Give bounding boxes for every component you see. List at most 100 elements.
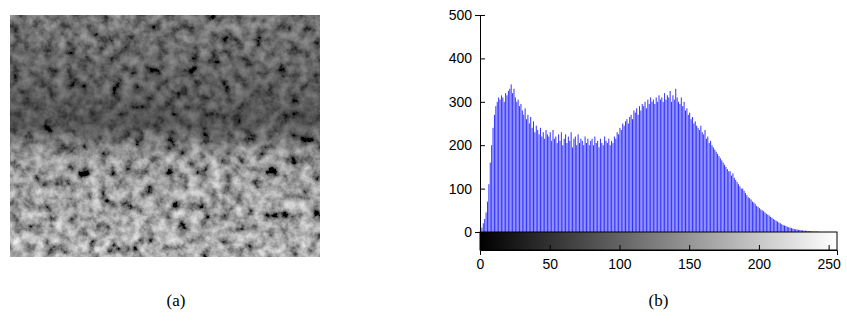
y-tick: 400 [449, 50, 485, 66]
histogram-bar [541, 137, 543, 232]
histogram-bar [570, 132, 572, 232]
histogram-bar [665, 100, 667, 232]
histogram-bar [754, 204, 756, 232]
y-tick: 100 [449, 181, 485, 197]
histogram-bar [673, 100, 675, 232]
histogram-bar [611, 141, 613, 232]
y-tick-label: 300 [449, 94, 473, 110]
histogram-bar [560, 132, 562, 232]
histogram-bar [523, 115, 525, 232]
histogram-bar [521, 110, 523, 232]
histogram-bar [581, 141, 583, 232]
histogram-bar [484, 219, 486, 232]
histogram-bar [693, 124, 695, 233]
histogram-bar [786, 227, 788, 232]
histogram-bar [696, 126, 698, 232]
histogram-bar [640, 110, 642, 232]
histogram-bar [650, 97, 652, 232]
histogram-bar [551, 141, 553, 232]
histogram-bar [606, 143, 608, 232]
x-tick-label: 150 [678, 256, 702, 272]
histogram-bar [652, 100, 654, 232]
x-tick: 200 [748, 245, 772, 272]
histogram-bar [767, 215, 769, 232]
histogram-bar [777, 222, 779, 232]
histogram-bar [757, 207, 759, 232]
x-tick-label: 50 [542, 256, 558, 272]
histogram-bar [613, 137, 615, 232]
histogram-bar [719, 158, 721, 232]
histogram-bar [705, 139, 707, 232]
histogram-bar [784, 225, 786, 232]
histogram-bar [496, 102, 498, 232]
histogram-bar [535, 126, 537, 232]
photo-panel [10, 15, 320, 257]
histogram-bar [590, 141, 592, 232]
histogram-bar [747, 197, 749, 232]
histogram-bar [789, 228, 791, 232]
histogram-bar [717, 154, 719, 232]
histogram-bar [721, 160, 723, 232]
histogram-bar [694, 121, 696, 232]
x-axis: 050100150200250 [477, 245, 841, 272]
histogram-bar [778, 222, 780, 232]
histogram-bar [648, 104, 650, 232]
histogram-bar [658, 95, 660, 232]
histogram-bar [565, 134, 567, 232]
histogram-bar [662, 102, 664, 232]
histogram-bar [637, 115, 639, 232]
histogram-bar [558, 134, 560, 232]
x-tick-mark [759, 245, 760, 250]
histogram-bar [534, 132, 536, 232]
photo [10, 15, 320, 257]
histogram-bar [618, 134, 620, 232]
histogram-bar [524, 108, 526, 232]
histogram-bar [579, 143, 581, 232]
histogram-bar [775, 221, 777, 232]
histogram-bar [687, 115, 689, 232]
histogram-bar [679, 104, 681, 232]
histogram-bar [620, 130, 622, 232]
caption: (a) [167, 291, 186, 310]
histogram-bar [492, 128, 494, 232]
histogram-bar [609, 145, 611, 232]
histogram-bar [601, 143, 603, 232]
histogram-bar [701, 132, 703, 232]
bars [480, 84, 818, 232]
y-tick: 0 [464, 224, 485, 240]
histogram-bar [704, 130, 706, 232]
histogram-bar [634, 113, 636, 232]
histogram-bar [690, 119, 692, 232]
histogram-bar [481, 228, 483, 232]
histogram-bar [486, 202, 488, 232]
histogram-bar [683, 102, 685, 232]
histogram-bar [728, 171, 730, 232]
histogram-bar [678, 102, 680, 232]
histogram-bar [530, 117, 532, 232]
histogram-bar [562, 145, 564, 232]
histogram-bar [602, 145, 604, 232]
x-tick-label: 200 [748, 256, 772, 272]
histogram-bar [528, 124, 530, 233]
histogram-bar [700, 126, 702, 232]
histogram-bar [697, 128, 699, 232]
histogram-bar [559, 141, 561, 232]
histogram-bar [594, 137, 596, 232]
histogram-bar [502, 97, 504, 232]
histogram-bar [761, 210, 763, 232]
histogram-bar [661, 97, 663, 232]
histogram-bar [519, 106, 521, 232]
histogram-bar [739, 186, 741, 232]
histogram-bar [633, 110, 635, 232]
histogram-bar [735, 180, 737, 232]
histogram-bar [498, 97, 500, 232]
histogram-bar [512, 93, 514, 232]
histogram-bar [539, 128, 541, 232]
histogram-bar [622, 124, 624, 233]
histogram-bar [505, 93, 507, 232]
histogram-bar [625, 121, 627, 232]
x-tick-label: 0 [477, 256, 485, 272]
x-tick-label: 100 [608, 256, 632, 272]
histogram-bar [771, 218, 773, 232]
y-tick-label: 400 [449, 50, 473, 66]
